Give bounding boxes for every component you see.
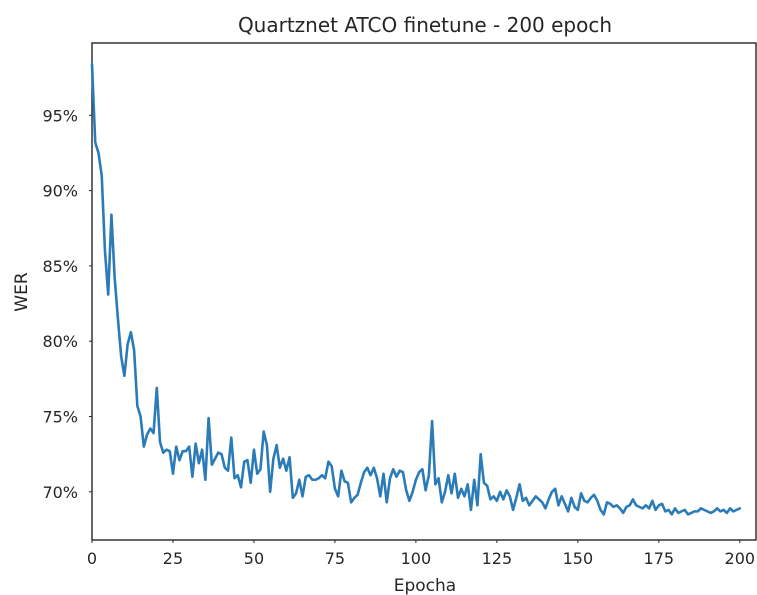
x-tick-label: 0 (87, 549, 97, 568)
y-tick-label: 95% (42, 106, 78, 125)
x-axis-label: Epocha (394, 576, 456, 595)
x-tick-label: 175 (644, 549, 675, 568)
plot-frame (91, 42, 757, 541)
y-tick-label: 70% (42, 483, 78, 502)
plot-area (90, 62, 742, 516)
x-tick-label: 100 (401, 549, 432, 568)
x-tick-label: 125 (482, 549, 513, 568)
y-axis-label: WER (12, 272, 32, 312)
y-axis: 70% 75% 80% 85% 90% 95% (42, 106, 92, 502)
series-line (90, 62, 742, 516)
x-tick-label: 50 (244, 549, 264, 568)
chart-title: Quartznet ATCO finetune - 200 epoch (238, 13, 612, 37)
x-tick-label: 25 (163, 549, 183, 568)
y-tick-label: 85% (42, 257, 78, 276)
y-tick-label: 90% (42, 182, 78, 201)
x-tick-label: 75 (325, 549, 345, 568)
y-tick-label: 75% (42, 408, 78, 427)
y-tick-label: 80% (42, 332, 78, 351)
x-tick-label: 150 (563, 549, 594, 568)
x-axis: 0 25 50 75 100 125 150 175 200 (87, 540, 755, 568)
x-tick-label: 200 (725, 549, 756, 568)
